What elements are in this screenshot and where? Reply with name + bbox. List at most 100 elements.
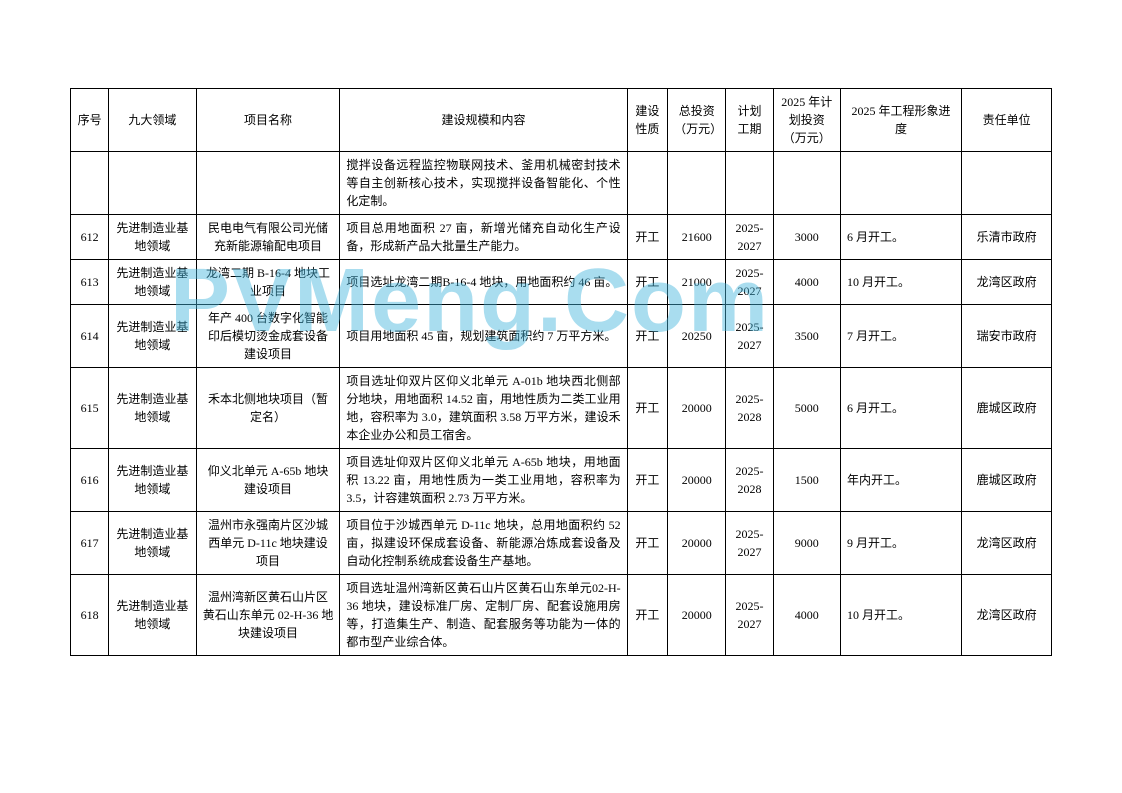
table-cell: 龙湾区政府 <box>962 512 1052 575</box>
table-cell: 617 <box>71 512 109 575</box>
table-cell: 20000 <box>668 449 726 512</box>
col-header-name: 项目名称 <box>196 89 340 152</box>
table-cell: 10 月开工。 <box>840 260 961 305</box>
table-cell: 618 <box>71 575 109 656</box>
table-cell: 2025-2027 <box>726 215 773 260</box>
table-cell: 613 <box>71 260 109 305</box>
table-cell: 20000 <box>668 368 726 449</box>
table-cell: 开工 <box>627 449 667 512</box>
table-cell: 瑞安市政府 <box>962 305 1052 368</box>
table-cell <box>726 152 773 215</box>
col-header-plan: 2025 年计划投资（万元） <box>773 89 840 152</box>
table-row: 613先进制造业基地领域龙湾二期 B-16-4 地块工业项目项目选址龙湾二期B-… <box>71 260 1052 305</box>
table-cell: 先进制造业基地领域 <box>109 368 197 449</box>
projects-table: 序号 九大领域 项目名称 建设规模和内容 建设性质 总投资（万元） 计划工期 2… <box>70 88 1052 656</box>
table-cell: 20250 <box>668 305 726 368</box>
table-body: 搅拌设备远程监控物联网技术、釜用机械密封技术等自主创新核心技术，实现搅拌设备智能… <box>71 152 1052 656</box>
table-row: 616先进制造业基地领域仰义北单元 A-65b 地块建设项目项目选址仰双片区仰义… <box>71 449 1052 512</box>
table-cell: 先进制造业基地领域 <box>109 575 197 656</box>
table-cell: 年产 400 台数字化智能印后模切烫金成套设备建设项目 <box>196 305 340 368</box>
table-cell: 21600 <box>668 215 726 260</box>
table-cell: 项目选址仰双片区仰义北单元 A-01b 地块西北侧部分地块，用地面积 14.52… <box>340 368 627 449</box>
table-cell: 先进制造业基地领域 <box>109 260 197 305</box>
table-cell: 开工 <box>627 215 667 260</box>
table-cell: 2025-2028 <box>726 368 773 449</box>
table-cell: 612 <box>71 215 109 260</box>
table-cell: 615 <box>71 368 109 449</box>
table-cell: 4000 <box>773 260 840 305</box>
col-header-progress: 2025 年工程形象进度 <box>840 89 961 152</box>
table-header: 序号 九大领域 项目名称 建设规模和内容 建设性质 总投资（万元） 计划工期 2… <box>71 89 1052 152</box>
table-cell: 5000 <box>773 368 840 449</box>
col-header-content: 建设规模和内容 <box>340 89 627 152</box>
table-cell: 仰义北单元 A-65b 地块建设项目 <box>196 449 340 512</box>
table-cell: 2025-2027 <box>726 305 773 368</box>
table-cell <box>71 152 109 215</box>
table-cell: 龙湾区政府 <box>962 260 1052 305</box>
table-row: 617先进制造业基地领域温州市永强南片区沙城西单元 D-11c 地块建设项目项目… <box>71 512 1052 575</box>
table-cell <box>962 152 1052 215</box>
table-cell: 9 月开工。 <box>840 512 961 575</box>
table-row: 618先进制造业基地领域温州湾新区黄石山片区黄石山东单元 02-H-36 地块建… <box>71 575 1052 656</box>
table-cell: 21000 <box>668 260 726 305</box>
table-cell <box>627 152 667 215</box>
table-cell: 开工 <box>627 305 667 368</box>
table-cell: 1500 <box>773 449 840 512</box>
col-header-seq: 序号 <box>71 89 109 152</box>
table-cell: 项目用地面积 45 亩，规划建筑面积约 7 万平方米。 <box>340 305 627 368</box>
table-cell: 项目选址仰双片区仰义北单元 A-65b 地块，用地面积 13.22 亩，用地性质… <box>340 449 627 512</box>
table-cell: 开工 <box>627 575 667 656</box>
table-cell: 2025-2027 <box>726 575 773 656</box>
table-cell: 10 月开工。 <box>840 575 961 656</box>
table-cell: 乐清市政府 <box>962 215 1052 260</box>
table-cell <box>109 152 197 215</box>
table-cell: 开工 <box>627 260 667 305</box>
table-cell: 9000 <box>773 512 840 575</box>
table-cell: 先进制造业基地领域 <box>109 449 197 512</box>
table-row: 614先进制造业基地领域年产 400 台数字化智能印后模切烫金成套设备建设项目项… <box>71 305 1052 368</box>
table-cell: 3500 <box>773 305 840 368</box>
table-cell: 先进制造业基地领域 <box>109 215 197 260</box>
table-cell <box>773 152 840 215</box>
table-cell: 项目位于沙城西单元 D-11c 地块，总用地面积约 52 亩，拟建设环保成套设备… <box>340 512 627 575</box>
table-cell: 616 <box>71 449 109 512</box>
table-cell: 2025-2027 <box>726 260 773 305</box>
table-cell: 项目选址龙湾二期B-16-4 地块，用地面积约 46 亩。 <box>340 260 627 305</box>
table-cell: 温州湾新区黄石山片区黄石山东单元 02-H-36 地块建设项目 <box>196 575 340 656</box>
table-cell: 3000 <box>773 215 840 260</box>
table-cell: 鹿城区政府 <box>962 449 1052 512</box>
table-cell: 龙湾区政府 <box>962 575 1052 656</box>
table-cell: 6 月开工。 <box>840 368 961 449</box>
table-cell: 鹿城区政府 <box>962 368 1052 449</box>
table-cell <box>840 152 961 215</box>
table-row: 615先进制造业基地领域禾本北侧地块项目（暂定名）项目选址仰双片区仰义北单元 A… <box>71 368 1052 449</box>
table-row: 612先进制造业基地领域民电电气有限公司光储充新能源输配电项目项目总用地面积 2… <box>71 215 1052 260</box>
col-header-unit: 责任单位 <box>962 89 1052 152</box>
col-header-period: 计划工期 <box>726 89 773 152</box>
table-cell: 禾本北侧地块项目（暂定名） <box>196 368 340 449</box>
col-header-field: 九大领域 <box>109 89 197 152</box>
table-cell: 4000 <box>773 575 840 656</box>
table-cell: 20000 <box>668 575 726 656</box>
table-cell: 先进制造业基地领域 <box>109 512 197 575</box>
table-cell: 2025-2028 <box>726 449 773 512</box>
table-cell: 年内开工。 <box>840 449 961 512</box>
table-cell: 项目选址温州湾新区黄石山片区黄石山东单元02-H-36 地块，建设标准厂房、定制… <box>340 575 627 656</box>
table-cell: 开工 <box>627 368 667 449</box>
col-header-invest: 总投资（万元） <box>668 89 726 152</box>
table-cell <box>196 152 340 215</box>
table-cell: 开工 <box>627 512 667 575</box>
table-cell: 民电电气有限公司光储充新能源输配电项目 <box>196 215 340 260</box>
table-cell: 614 <box>71 305 109 368</box>
table-cell: 6 月开工。 <box>840 215 961 260</box>
table-row: 搅拌设备远程监控物联网技术、釜用机械密封技术等自主创新核心技术，实现搅拌设备智能… <box>71 152 1052 215</box>
table-cell: 龙湾二期 B-16-4 地块工业项目 <box>196 260 340 305</box>
table-cell: 搅拌设备远程监控物联网技术、釜用机械密封技术等自主创新核心技术，实现搅拌设备智能… <box>340 152 627 215</box>
table-cell: 项目总用地面积 27 亩，新增光储充自动化生产设备，形成新产品大批量生产能力。 <box>340 215 627 260</box>
table-cell: 20000 <box>668 512 726 575</box>
table-cell <box>668 152 726 215</box>
table-cell: 先进制造业基地领域 <box>109 305 197 368</box>
table-cell: 2025-2027 <box>726 512 773 575</box>
table-cell: 温州市永强南片区沙城西单元 D-11c 地块建设项目 <box>196 512 340 575</box>
col-header-nature: 建设性质 <box>627 89 667 152</box>
